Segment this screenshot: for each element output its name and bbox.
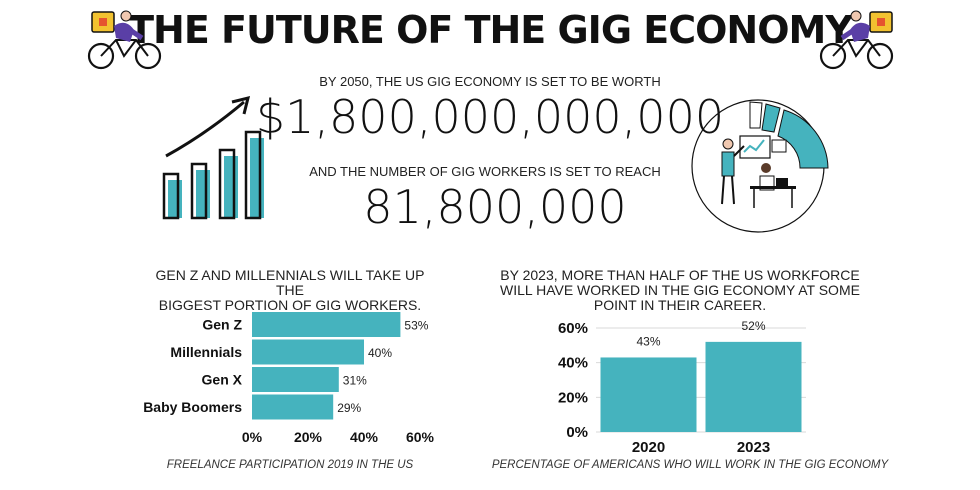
bar-gen-z	[252, 312, 401, 337]
y-tick-label: 40%	[558, 355, 588, 372]
x-tick-label: 20%	[294, 429, 323, 445]
bar-baby-boomers	[252, 394, 334, 420]
freelance-participation-chart: Gen Z 53% Millennials 40% Gen X 31% Baby Boome…	[143, 312, 435, 445]
y-tick-label: 0%	[566, 424, 588, 441]
right-caption-line3: POINT IN THEIR CAREER.	[593, 297, 767, 313]
delivery-cyclist-icon	[819, 10, 894, 70]
x-tick-label: 60%	[406, 429, 435, 445]
y-tick-label: 20%	[558, 389, 588, 406]
category-label: Baby Boomers	[143, 399, 242, 415]
delivery-cyclist-icon	[87, 10, 162, 70]
right-caption-line2: WILL HAVE WORKED IN THE GIG ECONOMY AT S…	[500, 282, 860, 298]
value-label: 52%	[741, 319, 765, 333]
category-label: 2023	[737, 439, 770, 456]
category-label: 2020	[632, 439, 665, 456]
left-footnote: FREELANCE PARTICIPATION 2019 IN THE US	[166, 459, 414, 471]
bar-gen-x	[252, 367, 339, 392]
stat2-caption: AND THE NUMBER OF GIG WORKERS IS SET TO …	[309, 164, 661, 179]
x-tick-label: 0%	[242, 429, 263, 445]
stat2-value: 81,800,000	[363, 180, 627, 234]
category-label: Millennials	[170, 344, 242, 360]
category-label: Gen X	[202, 372, 243, 388]
x-tick-label: 40%	[350, 429, 379, 445]
right-caption-line1: BY 2023, MORE THAN HALF OF THE US WORKFO…	[500, 267, 860, 283]
bar-2020	[600, 357, 697, 432]
stat1-value: $1,800,000,000,000	[255, 90, 725, 144]
bar-2023	[705, 341, 802, 432]
growth-bar-chart-icon	[162, 95, 264, 220]
value-label: 29%	[337, 401, 361, 415]
right-caption: BY 2023, MORE THAN HALF OF THE US WORKFO…	[490, 268, 870, 313]
value-label: 53%	[404, 319, 428, 333]
left-caption-line2: BIGGEST PORTION OF GIG WORKERS.	[158, 297, 422, 313]
value-label: 40%	[368, 346, 392, 360]
left-caption-line1: GEN Z AND MILLENNIALS WILL TAKE UP THE	[155, 267, 425, 298]
y-tick-label: 60%	[558, 320, 588, 337]
stat1-caption: BY 2050, THE US GIG ECONOMY IS SET TO BE…	[319, 74, 661, 89]
value-label: 43%	[636, 334, 660, 348]
bar-millennials	[252, 339, 364, 365]
category-label: Gen Z	[202, 317, 242, 333]
left-caption: GEN Z AND MILLENNIALS WILL TAKE UP THE B…	[140, 268, 440, 313]
right-footnote: PERCENTAGE OF AMERICANS WHO WILL WORK IN…	[491, 459, 889, 471]
gig-workforce-chart: 0% 20% 40% 60% 43% 2020 52% 2023	[558, 319, 806, 456]
value-label: 31%	[343, 374, 367, 388]
office-workers-illustration	[691, 99, 829, 233]
page-title: THE FUTURE OF THE GIG ECONOMY	[128, 8, 853, 52]
